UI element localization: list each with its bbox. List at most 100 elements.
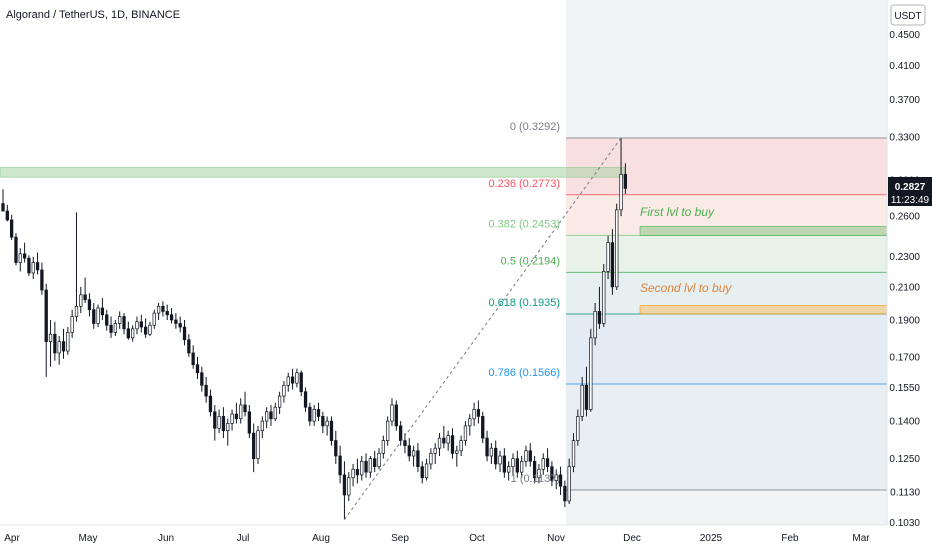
candle-body	[92, 309, 96, 324]
candle-body	[57, 341, 61, 354]
candle-body	[260, 420, 264, 432]
candle-body	[273, 406, 277, 420]
candle-body	[351, 469, 355, 479]
candle-body	[74, 305, 79, 317]
candle-body	[360, 460, 364, 476]
candle-body	[433, 447, 437, 454]
candle-body	[9, 219, 14, 238]
candle-body	[615, 209, 619, 288]
y-tick-label: 0.1030	[889, 518, 920, 529]
x-ticks: Apr May Jun Jul Aug Sep Oct Nov Dec 2025 Feb Mar	[4, 533, 870, 544]
candle-body	[511, 458, 515, 468]
candle-body	[532, 460, 537, 479]
candle-body	[507, 466, 511, 473]
candle-body	[373, 458, 377, 468]
fib-level-label: 1 (0.1137)	[511, 473, 560, 485]
candle-body	[390, 404, 394, 422]
candle-body	[148, 324, 152, 335]
candle-body	[195, 364, 200, 374]
x-tick-label: Dec	[623, 533, 641, 544]
fib-band	[566, 235, 887, 273]
candle-body	[83, 294, 87, 301]
candle-body	[368, 458, 373, 473]
candle-body	[334, 440, 338, 457]
candle-body	[541, 458, 545, 470]
candle-body	[342, 474, 347, 496]
candle-body	[113, 323, 118, 333]
candle-body	[79, 294, 83, 307]
candle-body	[27, 257, 31, 274]
fib-bands	[566, 138, 887, 490]
fib-band	[566, 138, 887, 195]
candle-body	[312, 409, 316, 422]
candle-body	[455, 450, 459, 454]
x-tick-label: Apr	[4, 533, 20, 544]
annotation-first-buy: First lvl to buy	[640, 205, 715, 219]
candle-body	[468, 418, 472, 427]
fib-band	[566, 313, 887, 385]
candle-body	[519, 460, 524, 473]
candle-body	[567, 466, 571, 502]
candle-body	[35, 262, 40, 271]
candle-body	[563, 485, 567, 502]
candle-body	[118, 316, 122, 324]
candle-body	[290, 376, 295, 384]
candle-body	[355, 469, 360, 476]
candle-body	[105, 314, 109, 326]
candle-body	[22, 253, 27, 259]
x-tick-label: Aug	[312, 533, 330, 544]
currency-button[interactable]	[890, 4, 926, 26]
x-tick-label: Jul	[237, 533, 250, 544]
price-axis[interactable]	[887, 0, 932, 550]
candle-body	[424, 463, 429, 479]
y-tick-label: 0.2300	[889, 252, 920, 263]
y-tick-label: 0.1250	[889, 454, 920, 465]
candle-body	[416, 450, 420, 468]
y-tick-label: 0.2600	[889, 212, 920, 223]
bar-countdown: 11:23:49	[891, 195, 930, 206]
candle-body	[558, 474, 563, 487]
candles-layer	[1, 138, 628, 520]
candle-body	[161, 305, 165, 312]
candle-body	[247, 411, 252, 434]
candle-body	[165, 311, 169, 316]
candle-body	[264, 411, 269, 422]
candle-body	[87, 299, 92, 311]
candle-body	[602, 271, 606, 324]
candle-body	[494, 447, 498, 465]
resistance-zone	[0, 167, 626, 178]
candle-body	[44, 289, 48, 342]
candle-body	[48, 333, 53, 342]
x-tick-label: Jun	[158, 533, 174, 544]
currency-label[interactable]: USDT	[894, 11, 921, 22]
candle-body	[606, 242, 610, 272]
candle-body	[316, 409, 321, 417]
candle-body	[619, 173, 623, 211]
candle-body	[472, 409, 476, 420]
candle-body	[217, 416, 221, 429]
fib-band	[566, 384, 887, 490]
candle-body	[463, 425, 468, 441]
fib-band	[566, 272, 887, 314]
time-axis[interactable]	[0, 525, 887, 550]
candle-body	[31, 262, 35, 274]
candle-body	[537, 469, 541, 479]
first-buy-zone	[639, 226, 888, 236]
candle-body	[429, 453, 433, 465]
candle-body	[321, 416, 325, 427]
candle-body	[178, 323, 182, 328]
candle-body	[230, 413, 234, 424]
candle-body	[169, 314, 174, 321]
candle-body	[437, 437, 442, 449]
candle-body	[126, 328, 130, 339]
candle-body	[442, 437, 446, 444]
candle-body	[14, 236, 18, 263]
y-tick-label: 0.3300	[889, 133, 920, 144]
candle-body	[338, 455, 342, 476]
candle-body	[364, 460, 368, 473]
candle-body	[18, 253, 22, 263]
candle-body	[597, 311, 602, 324]
candle-body	[66, 332, 70, 352]
